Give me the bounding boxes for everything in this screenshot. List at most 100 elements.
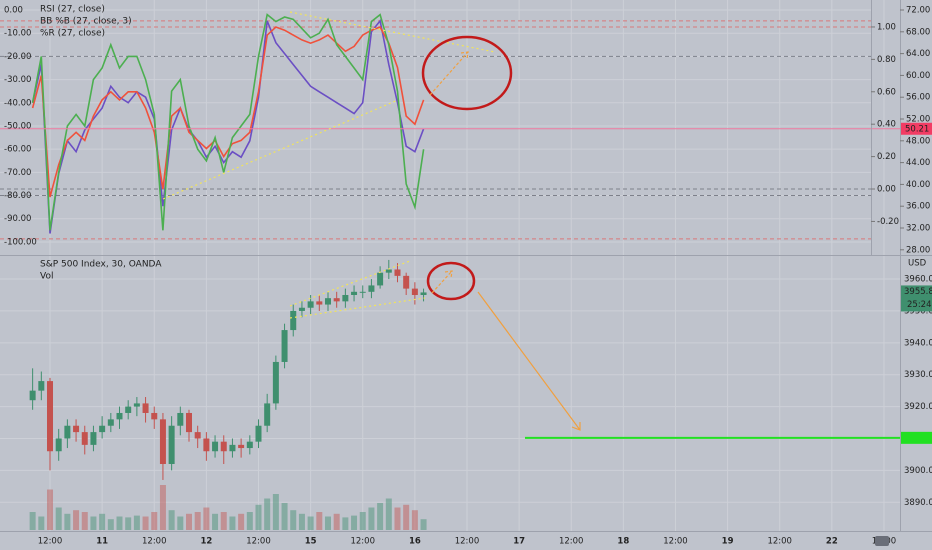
x-tick-label: 12:00 [246,537,271,547]
candle-body [47,381,54,452]
volume-bar [411,510,418,530]
y3-tick-label: 48.00 [906,136,930,146]
y3-tick-label: 40.00 [906,180,930,190]
volume-bar [151,512,158,530]
candle-body [255,425,262,442]
candle-body [411,288,418,295]
legend-entry: BB %B (27, close, 3) [40,17,132,27]
y-tick-label: -70.00 [4,168,31,178]
trend-line [289,260,411,307]
volume-bar [420,519,427,530]
y3-tick-label: 64.00 [906,49,930,59]
candle-body [203,438,210,452]
x-tick-label: 12:00 [767,537,792,547]
marks [0,13,900,530]
volume-bar [281,503,288,530]
candle-body [133,403,140,407]
candle-body [142,403,149,413]
legend-entry: RSI (27, close) [40,5,105,15]
y-tick-label: 3930.0 [904,370,932,380]
y-tick-label: -10.00 [4,29,31,39]
x-tick-label: 12 [200,537,212,547]
volume-bar [47,489,54,530]
volume-bar [38,516,45,530]
y3-tick-label: 60.00 [906,71,930,81]
value-badge [901,122,932,135]
volume-bar [229,516,236,530]
candle-body [64,425,71,439]
arrow [477,291,581,431]
candle-body [159,419,166,464]
y2-tick-label: -0.20 [877,217,899,227]
volume-bar [333,513,340,530]
y-tick-label: 3900.0 [904,466,932,476]
candle-body [194,432,201,439]
candle-body [116,412,123,420]
y2-tick-label: 0.40 [877,120,896,130]
y3-tick-label: 72.00 [906,6,930,16]
volume-bar [55,507,62,530]
volume-bar [368,507,375,530]
volume-bar [177,516,184,530]
volume-bar [246,512,253,530]
y3-tick-label: 44.00 [906,158,930,168]
volume-bar [168,510,175,530]
candle-body [420,292,427,295]
candle-body [177,412,184,426]
arrow [431,270,453,294]
x-tick-label: 22 [826,537,838,547]
candle-body [316,301,323,305]
volume-bar [238,513,245,530]
candle-body [212,441,219,452]
volume-bar [324,516,331,530]
volume-bar [385,498,392,530]
volume-bar [307,516,314,530]
volume-bar [73,510,80,530]
volume-bar [116,516,123,530]
volume-bar [351,515,358,530]
y3-tick-label: 32.00 [906,224,930,234]
indicator-line [31,26,425,198]
y-tick-label: -80.00 [4,191,31,201]
candle-body [351,291,358,295]
x-tick-label: 12:00 [142,537,167,547]
candle-body [377,272,384,286]
x-tick-label: 12:00 [559,537,584,547]
last-price-label: 3955.8 [904,287,932,297]
candle-body [229,444,236,452]
y2-tick-label: 1.00 [877,22,896,32]
volume-bar [142,516,149,530]
x-tick-label: 15 [305,537,317,547]
volume-bar [342,517,349,530]
volume-bar [81,512,88,530]
volume-bar [90,516,97,530]
volume-bar [29,512,36,530]
y2-tick-label: 0.20 [877,152,896,162]
x-tick-label: 12:00 [350,537,375,547]
volume-bar [107,519,114,530]
candle-body [368,285,375,292]
candle-body [324,298,331,305]
y-tick-label: 3960.0 [904,275,932,285]
volume-bar [359,512,366,530]
y-tick-label: -20.00 [4,52,31,62]
volume-bar [133,515,140,530]
y3-tick-label: 28.00 [906,245,930,255]
candle-body [55,438,62,452]
volume-bar [394,507,401,530]
x-tick-label: 11 [96,537,108,547]
candle-body [385,269,392,273]
volume-bar [185,513,192,530]
y2-tick-label: 0.00 [877,185,896,195]
candle-body [168,425,175,464]
volume-bar [203,507,210,530]
candle-body [220,441,227,452]
volume-bar [125,517,132,530]
candle-body [99,425,106,433]
y-tick-label: 3920.0 [904,402,932,412]
volume-bar [212,513,219,530]
indicator-line [31,13,425,231]
x-tick-label: 19 [722,537,734,547]
volume-bar [220,512,227,530]
candle-body [246,441,253,449]
